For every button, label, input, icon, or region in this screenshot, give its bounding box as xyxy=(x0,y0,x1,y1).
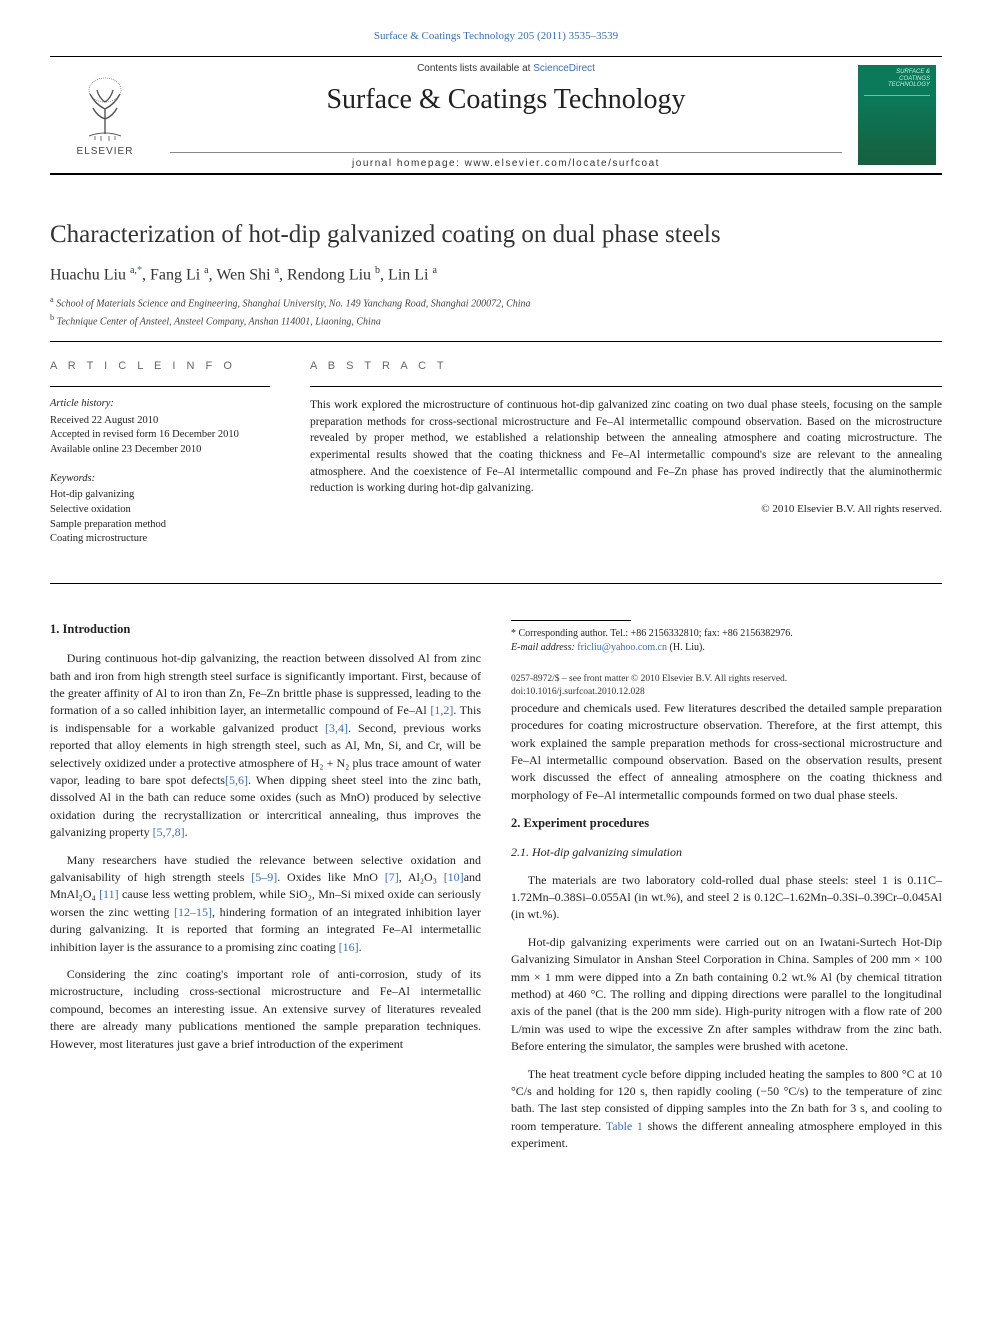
cover-thumb-cell: SURFACE & COATINGS TECHNOLOGY xyxy=(852,57,942,173)
ref-link[interactable]: [12–15] xyxy=(174,905,212,919)
elsevier-tree-icon xyxy=(75,74,135,144)
section-2-1-heading: 2.1. Hot-dip galvanizing simulation xyxy=(511,844,942,861)
journal-homepage[interactable]: journal homepage: www.elsevier.com/locat… xyxy=(170,152,842,169)
author-email-link[interactable]: fricliu@yahoo.com.cn xyxy=(577,642,667,653)
journal-cover-thumbnail[interactable]: SURFACE & COATINGS TECHNOLOGY xyxy=(858,65,936,165)
author-5-affil: a xyxy=(432,265,436,276)
author-3[interactable]: , Wen Shi xyxy=(209,266,275,283)
ref-link[interactable]: [5,6] xyxy=(225,773,248,787)
author-5[interactable]: , Lin Li xyxy=(380,266,432,283)
abstract-column: A B S T R A C T This work explored the m… xyxy=(310,360,942,561)
section-2-heading: 2. Experiment procedures xyxy=(511,814,942,832)
front-matter-line: 0257-8972/$ – see front matter © 2010 El… xyxy=(511,673,942,686)
author-1[interactable]: Huachu Liu xyxy=(50,266,130,283)
exp-p3: The heat treatment cycle before dipping … xyxy=(511,1066,942,1153)
footnote-separator xyxy=(511,620,631,621)
intro-p1: During continuous hot-dip galvanizing, t… xyxy=(50,650,481,841)
keywords-block: Keywords: Hot-dip galvanizing Selective … xyxy=(50,472,270,547)
history-online: Available online 23 December 2010 xyxy=(50,443,270,458)
exp-p2: Hot-dip galvanizing experiments were car… xyxy=(511,934,942,1056)
affiliation-a: School of Materials Science and Engineer… xyxy=(56,299,530,310)
meta-abstract-row: A R T I C L E I N F O Article history: R… xyxy=(50,342,942,584)
article-title: Characterization of hot-dip galvanized c… xyxy=(50,221,942,249)
keywords-label: Keywords: xyxy=(50,472,270,487)
author-4[interactable]: , Rendong Liu xyxy=(279,266,375,283)
history-received: Received 22 August 2010 xyxy=(50,414,270,429)
corresponding-author-note: * Corresponding author. Tel.: +86 215633… xyxy=(511,627,942,641)
abstract-heading: A B S T R A C T xyxy=(310,360,942,372)
journal-header: ELSEVIER Contents lists available at Sci… xyxy=(50,56,942,175)
keyword: Sample preparation method xyxy=(50,518,270,533)
affiliation-b: Technique Center of Ansteel, Ansteel Com… xyxy=(57,316,381,327)
keyword: Coating microstructure xyxy=(50,532,270,547)
ref-link[interactable]: [5,7,8] xyxy=(153,825,185,839)
email-line: E-mail address: fricliu@yahoo.com.cn (H.… xyxy=(511,641,942,655)
elsevier-logo[interactable]: ELSEVIER xyxy=(60,65,150,165)
intro-p2: Many researchers have studied the releva… xyxy=(50,852,481,956)
email-label: E-mail address: xyxy=(511,642,577,653)
author-list: Huachu Liu a,*, Fang Li a, Wen Shi a, Re… xyxy=(50,265,942,284)
sciencedirect-link[interactable]: ScienceDirect xyxy=(533,63,595,74)
ref-link[interactable]: [3,4] xyxy=(325,721,348,735)
journal-citation-link[interactable]: Surface & Coatings Technology 205 (2011)… xyxy=(50,30,942,42)
journal-name: Surface & Coatings Technology xyxy=(160,84,852,116)
history-label: Article history: xyxy=(50,397,270,412)
author-2[interactable]: , Fang Li xyxy=(142,266,204,283)
article-history: Article history: Received 22 August 2010… xyxy=(50,397,270,458)
footnote-block: * Corresponding author. Tel.: +86 215633… xyxy=(511,620,942,700)
ref-link[interactable]: [5–9] xyxy=(251,870,277,884)
article-info-heading: A R T I C L E I N F O xyxy=(50,360,270,372)
body-columns: 1. Introduction During continuous hot-di… xyxy=(50,620,942,1152)
divider xyxy=(310,386,942,387)
publisher-logo-cell: ELSEVIER xyxy=(50,57,160,173)
section-1-heading: 1. Introduction xyxy=(50,620,481,638)
keyword: Selective oxidation xyxy=(50,503,270,518)
publisher-name: ELSEVIER xyxy=(77,146,134,157)
abstract-text: This work explored the microstructure of… xyxy=(310,397,942,497)
bottom-meta: 0257-8972/$ – see front matter © 2010 El… xyxy=(511,673,942,700)
cover-title: SURFACE & COATINGS TECHNOLOGY xyxy=(858,65,936,93)
contents-line: Contents lists available at ScienceDirec… xyxy=(160,63,852,74)
contents-prefix: Contents lists available at xyxy=(417,63,533,74)
divider xyxy=(50,386,270,387)
intro-p3-continued: procedure and chemicals used. Few litera… xyxy=(511,700,942,804)
ref-link[interactable]: [11] xyxy=(99,887,119,901)
ref-link[interactable]: [16] xyxy=(339,940,359,954)
author-1-affil: a, xyxy=(130,265,137,276)
header-center: Contents lists available at ScienceDirec… xyxy=(160,57,852,173)
ref-link[interactable]: [1,2] xyxy=(430,703,453,717)
email-suffix: (H. Liu). xyxy=(667,642,705,653)
history-revised: Accepted in revised form 16 December 201… xyxy=(50,428,270,443)
exp-p1: The materials are two laboratory cold-ro… xyxy=(511,872,942,924)
doi-line[interactable]: doi:10.1016/j.surfcoat.2010.12.028 xyxy=(511,686,942,699)
abstract-copyright: © 2010 Elsevier B.V. All rights reserved… xyxy=(310,503,942,515)
keyword: Hot-dip galvanizing xyxy=(50,488,270,503)
ref-link[interactable]: [7] xyxy=(385,870,399,884)
table-ref-link[interactable]: Table 1 xyxy=(606,1119,643,1133)
ref-link[interactable]: [10] xyxy=(444,870,464,884)
article-info-column: A R T I C L E I N F O Article history: R… xyxy=(50,360,270,561)
intro-p3: Considering the zinc coating's important… xyxy=(50,966,481,1053)
affiliations: a School of Materials Science and Engine… xyxy=(50,294,942,329)
